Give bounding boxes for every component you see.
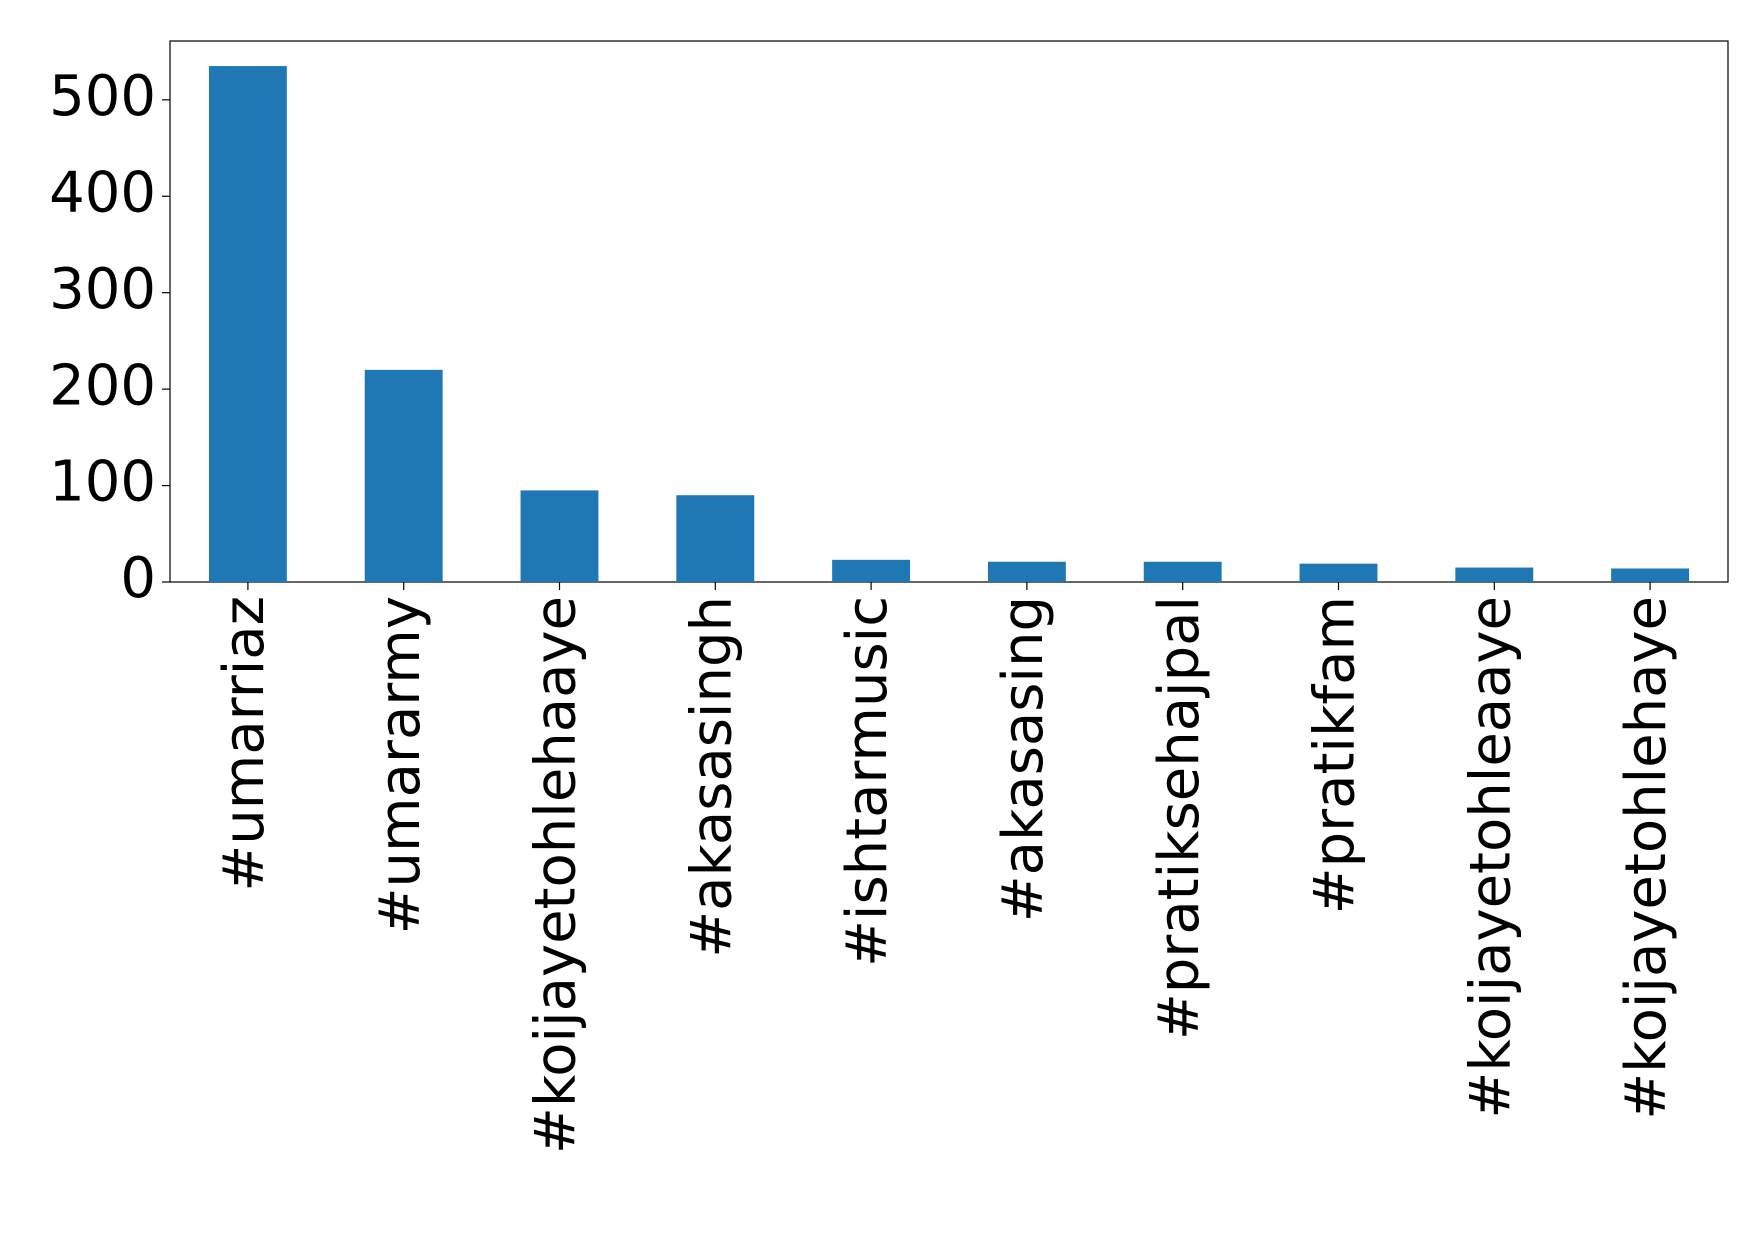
x-tick-label: #pratikfam (1303, 596, 1368, 914)
bar (832, 559, 911, 582)
y-tick-label: 0 (120, 546, 156, 611)
bar (676, 495, 755, 582)
x-tick-label: #pratiksehajpal (1147, 596, 1212, 1040)
y-tick-label: 500 (49, 64, 156, 129)
x-tick-label: #akasasingh (679, 596, 744, 958)
y-tick-label: 300 (49, 257, 156, 322)
x-tick-label: #akasasing (991, 596, 1056, 922)
bar (1455, 567, 1534, 582)
bar (1299, 563, 1378, 582)
y-tick-label: 400 (49, 160, 156, 225)
y-tick-label: 100 (49, 450, 156, 515)
x-tick-label: #koijayetohlehaye (1614, 596, 1679, 1120)
bar (208, 66, 287, 583)
axes-frame (169, 40, 1729, 583)
x-tick-label: #koijayetohlehaaye (524, 596, 589, 1154)
x-tick-label: #umarriaz (212, 596, 277, 892)
bar (520, 490, 599, 582)
y-tick-label: 200 (49, 353, 156, 418)
bar (364, 369, 443, 582)
x-tick-label: #koijayetohleaaye (1458, 596, 1523, 1119)
bar (1143, 561, 1222, 582)
x-tick-label: #umararmy (368, 596, 433, 934)
bar (1611, 568, 1690, 582)
bar (987, 561, 1066, 582)
x-tick-label: #ishtarmusic (835, 596, 900, 967)
